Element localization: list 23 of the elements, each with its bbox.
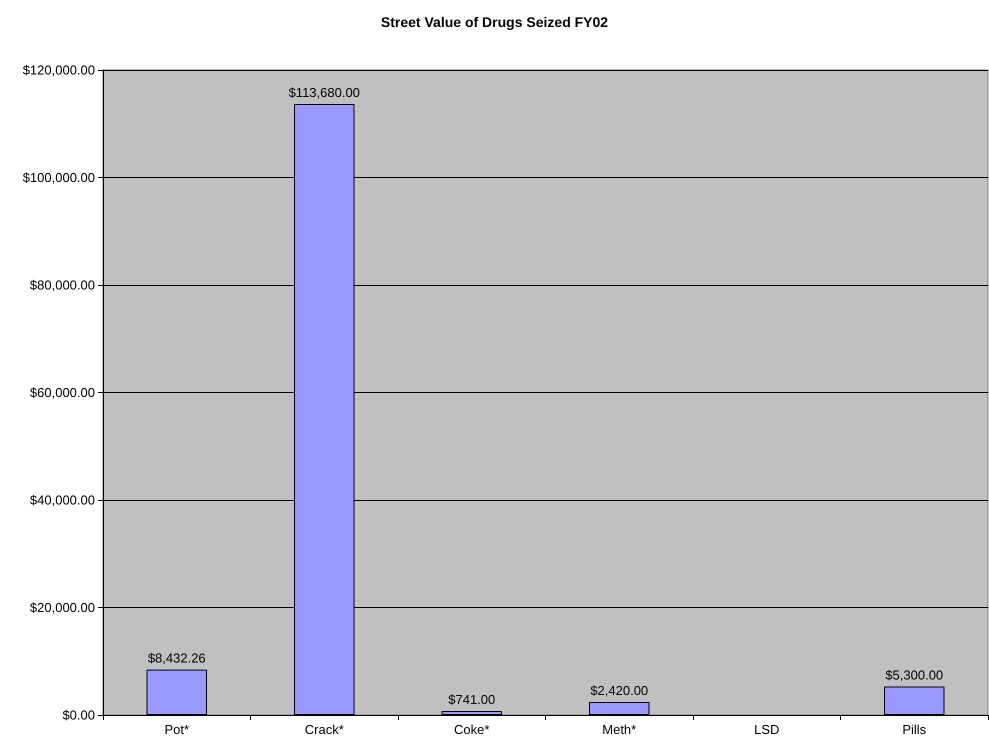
chart-title: Street Value of Drugs Seized FY02 [380,14,608,30]
x-tick-label: Meth* [602,722,636,737]
bar [884,686,944,715]
bar [442,711,502,715]
data-label: $2,420.00 [590,682,648,698]
x-tick-label: Pills [902,722,927,737]
y-tick-label: $100,000.00 [22,170,95,185]
x-tick-label: LSD [754,722,780,737]
y-tick-label: $20,000.00 [30,600,95,615]
y-tick-label: $0.00 [62,708,95,722]
bar [589,702,650,715]
y-tick-label: $60,000.00 [30,385,95,400]
x-tick-label: Coke* [454,722,490,737]
y-tick-label: $40,000.00 [30,492,95,508]
data-label: $5,300.00 [885,668,944,683]
x-tick-label: Crack* [304,722,344,737]
data-label: $113,680.00 [288,84,360,100]
x-tick-label: Pot* [164,722,190,737]
y-tick-label: $120,000.00 [22,62,95,78]
data-label: $8,432.26 [148,650,206,666]
data-label: $741.00 [448,692,496,708]
y-tick-label: $80,000.00 [30,278,95,292]
bar [146,670,207,715]
